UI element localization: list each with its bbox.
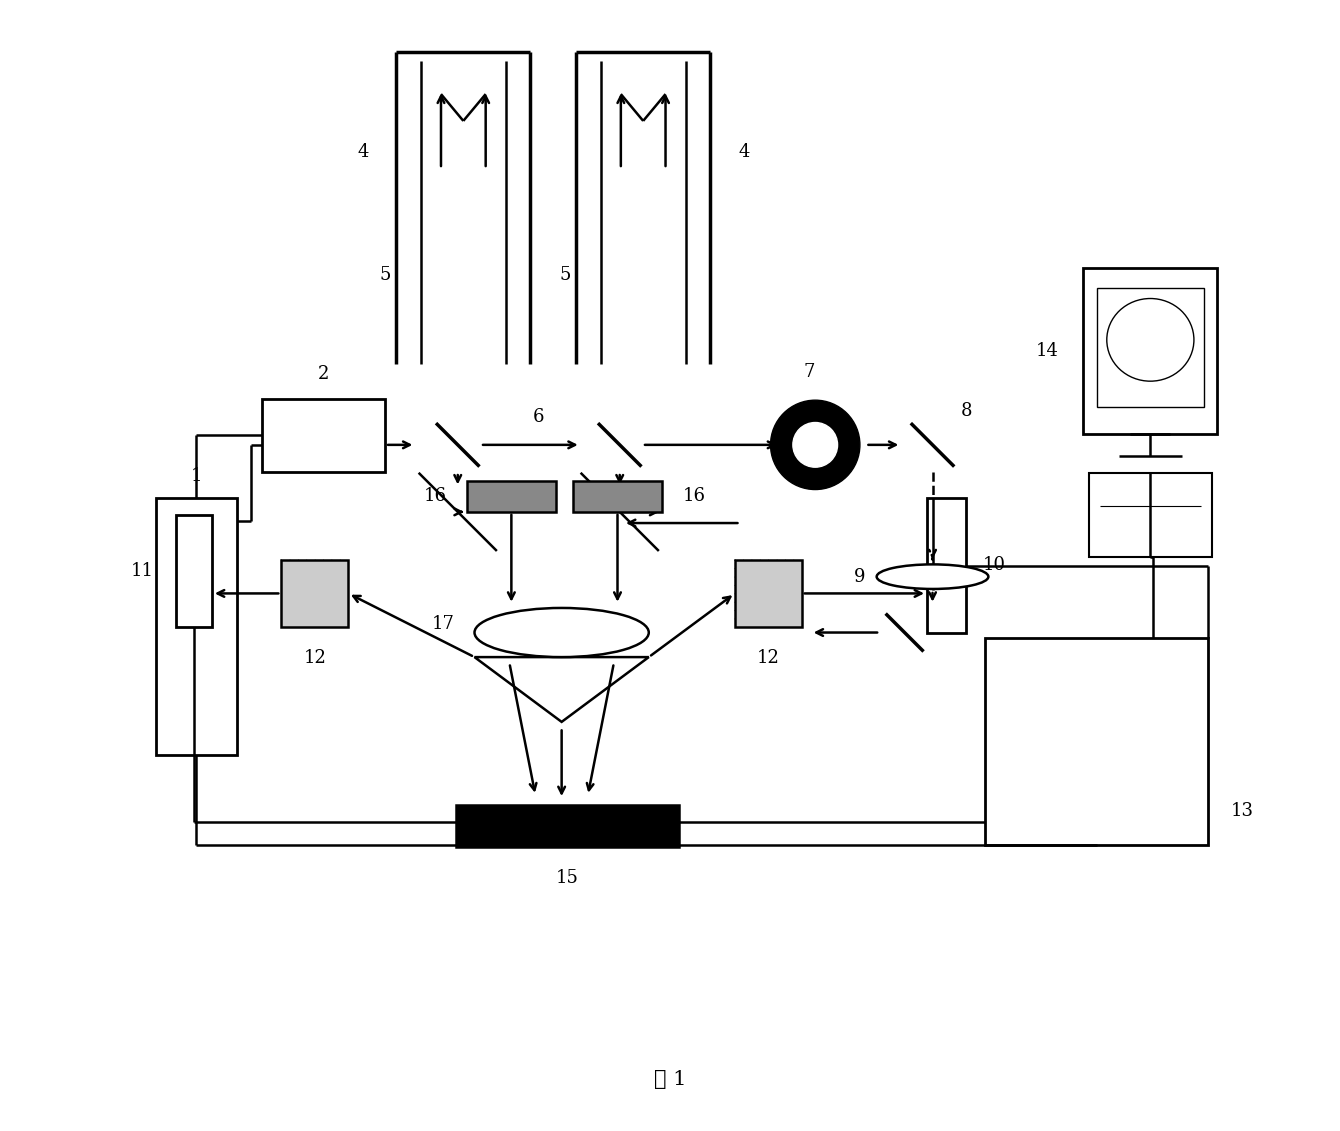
Bar bbox=[985, 638, 1209, 845]
Text: 13: 13 bbox=[1230, 802, 1254, 820]
Bar bbox=[466, 481, 556, 512]
Ellipse shape bbox=[1107, 299, 1194, 381]
Bar bbox=[734, 560, 801, 627]
Text: 图 1: 图 1 bbox=[654, 1070, 686, 1089]
Text: 4: 4 bbox=[356, 144, 368, 162]
Circle shape bbox=[793, 423, 838, 467]
Text: 1: 1 bbox=[190, 467, 202, 485]
Bar bbox=[927, 499, 966, 632]
Text: 5: 5 bbox=[379, 266, 391, 284]
Text: 12: 12 bbox=[757, 649, 780, 667]
Text: 11: 11 bbox=[131, 562, 154, 580]
Text: 14: 14 bbox=[1036, 342, 1059, 360]
Text: 8: 8 bbox=[961, 403, 972, 421]
Text: 15: 15 bbox=[556, 870, 579, 888]
Bar bbox=[157, 499, 237, 756]
Bar bbox=[572, 481, 662, 512]
Text: 10: 10 bbox=[982, 556, 1005, 575]
Ellipse shape bbox=[876, 564, 989, 589]
Text: 3: 3 bbox=[642, 498, 654, 516]
Text: 7: 7 bbox=[804, 363, 815, 381]
Text: 17: 17 bbox=[431, 614, 454, 632]
Bar bbox=[281, 560, 348, 627]
Bar bbox=[263, 399, 385, 472]
Text: 3: 3 bbox=[469, 498, 480, 516]
Polygon shape bbox=[474, 657, 649, 722]
Bar bbox=[1083, 268, 1217, 433]
Circle shape bbox=[770, 400, 860, 490]
Bar bbox=[1089, 473, 1211, 556]
Bar bbox=[1096, 288, 1203, 407]
Text: 9: 9 bbox=[854, 568, 866, 586]
Text: 16: 16 bbox=[682, 487, 705, 506]
Bar bbox=[456, 804, 679, 847]
Text: 12: 12 bbox=[303, 649, 326, 667]
Text: 16: 16 bbox=[423, 487, 446, 506]
Text: 2: 2 bbox=[318, 365, 330, 383]
Bar bbox=[177, 516, 212, 627]
Text: 5: 5 bbox=[559, 266, 571, 284]
Ellipse shape bbox=[474, 608, 649, 657]
Text: 4: 4 bbox=[738, 144, 749, 162]
Text: 6: 6 bbox=[533, 408, 544, 426]
